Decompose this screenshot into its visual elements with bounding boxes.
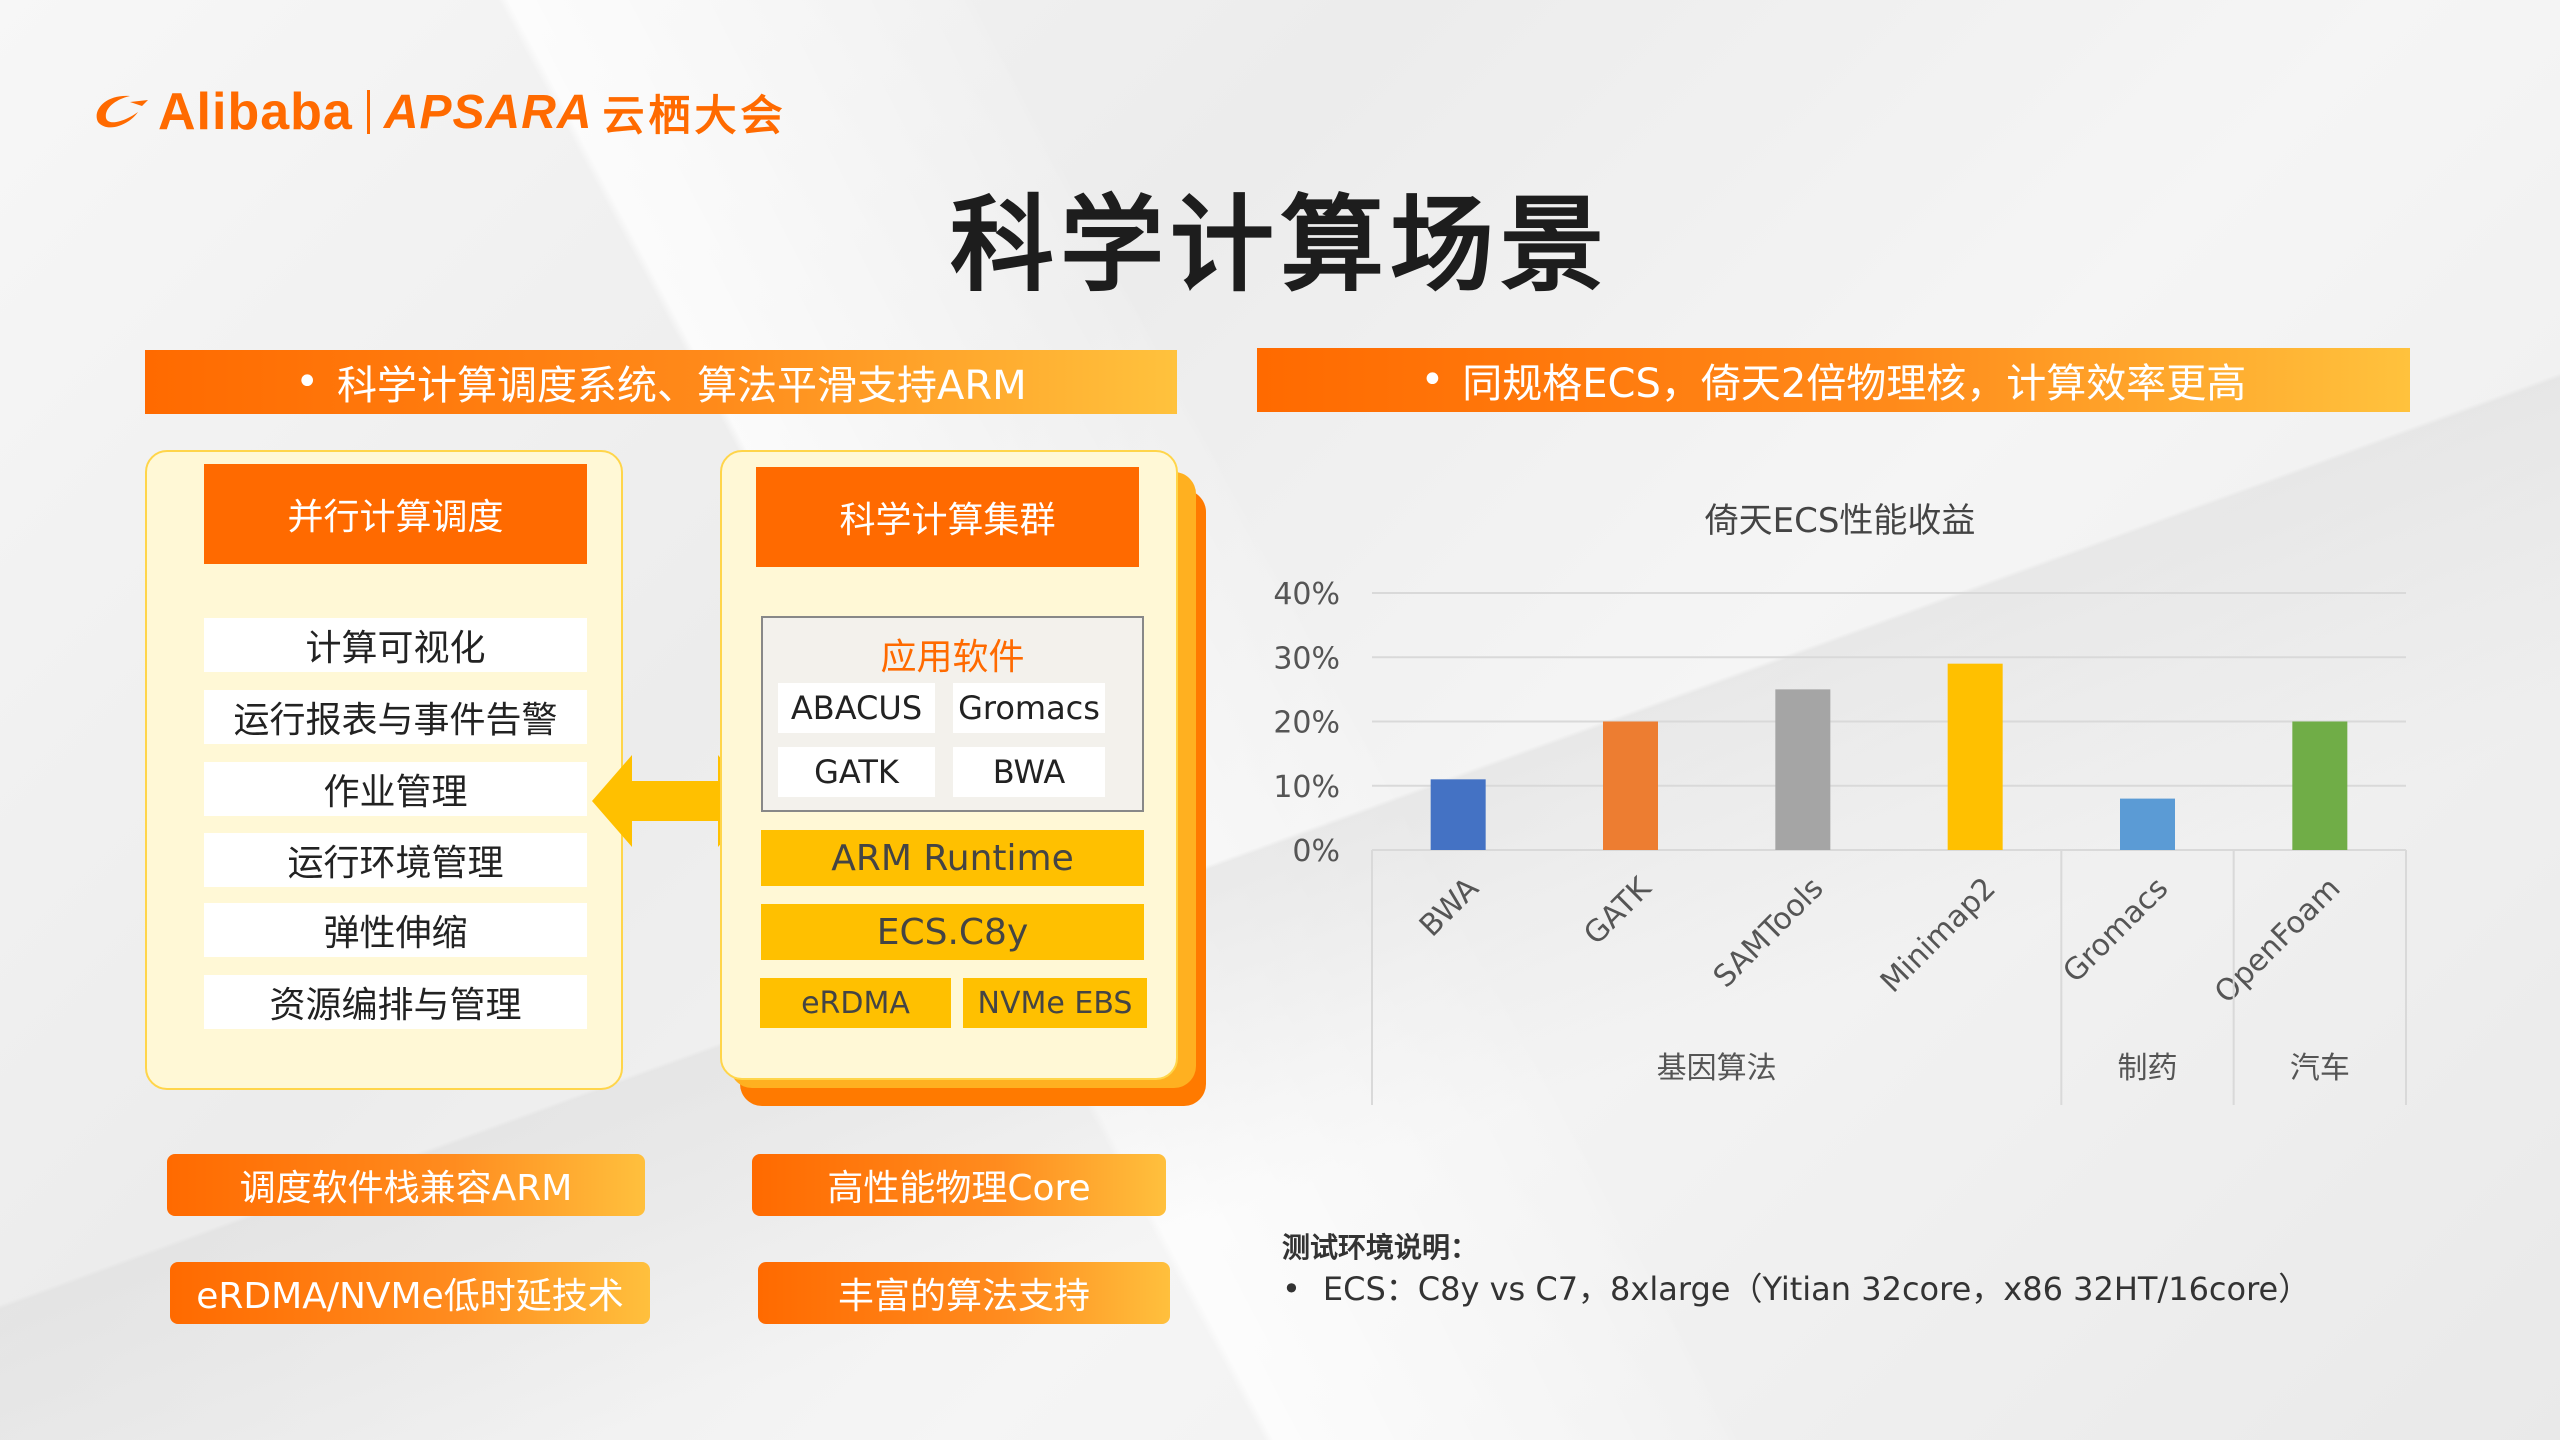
y-tick-label: 10% bbox=[1273, 770, 1340, 805]
test-env-title: 测试环境说明： bbox=[1282, 1231, 1479, 1264]
scheduler-item: 作业管理 bbox=[204, 762, 587, 816]
app-item: BWA bbox=[953, 747, 1105, 797]
cluster-header: 科学计算集群 bbox=[756, 467, 1139, 567]
event-logo: Alibaba APSARA 云栖大会 bbox=[90, 83, 787, 141]
yunqi-wordmark: 云栖大会 bbox=[602, 90, 787, 140]
feature-pill-arm-compat: 调度软件栈兼容ARM bbox=[167, 1154, 645, 1216]
alibaba-wordmark: Alibaba bbox=[158, 83, 353, 141]
group-label: 基因算法 bbox=[1657, 1051, 1777, 1086]
x-tick-label: SAMTools bbox=[1707, 871, 1831, 995]
chart-bar bbox=[2292, 721, 2348, 850]
app-item: Gromacs bbox=[953, 683, 1105, 733]
left-section-banner: • 科学计算调度系统、算法平滑支持ARM bbox=[145, 350, 1177, 414]
scheduler-item: 计算可视化 bbox=[204, 618, 587, 672]
y-tick-label: 20% bbox=[1273, 706, 1340, 741]
erdma-bar: eRDMA bbox=[760, 978, 951, 1028]
x-tick-label: OpenFoam bbox=[2208, 871, 2347, 1010]
performance-bar-chart: 倚天ECS性能收益 0% 10% 20% 30% 40% BWA GATK SAMTools Mi… bbox=[1273, 501, 2407, 1105]
y-tick-label: 0% bbox=[1292, 834, 1340, 869]
arm-runtime-bar: ARM Runtime bbox=[761, 830, 1144, 886]
chart-bar bbox=[1775, 689, 1831, 850]
y-tick-label: 40% bbox=[1273, 577, 1340, 612]
chart-bar bbox=[1603, 721, 1658, 850]
app-item: GATK bbox=[778, 747, 935, 797]
scheduler-item: 运行报表与事件告警 bbox=[204, 690, 587, 744]
x-tick-label: GATK bbox=[1577, 870, 1659, 952]
left-banner-text: 科学计算调度系统、算法平滑支持ARM bbox=[336, 363, 1027, 409]
chart-title: 倚天ECS性能收益 bbox=[1705, 501, 1976, 541]
feature-pill-algorithm-support: 丰富的算法支持 bbox=[758, 1262, 1170, 1324]
feature-pill-physical-core: 高性能物理Core bbox=[752, 1154, 1166, 1216]
chart-bar bbox=[2120, 798, 2175, 850]
chart-bar bbox=[1430, 779, 1486, 850]
application-software-title: 应用软件 bbox=[880, 637, 1025, 678]
scheduler-header: 并行计算调度 bbox=[204, 464, 587, 564]
right-banner-text: 同规格ECS，倚天2倍物理核，计算效率更高 bbox=[1462, 361, 2247, 407]
x-tick-label: BWA bbox=[1413, 871, 1486, 944]
scheduler-item: 弹性伸缩 bbox=[204, 903, 587, 957]
group-label: 汽车 bbox=[2290, 1051, 2350, 1086]
x-tick-label: Minimap2 bbox=[1874, 871, 2003, 1000]
test-env-text: ECS：C8y vs C7，8xlarge（Yitian 32core，x86 … bbox=[1322, 1270, 2311, 1308]
alibaba-logo-icon bbox=[96, 95, 148, 128]
group-label: 制药 bbox=[2118, 1051, 2178, 1086]
apsara-wordmark: APSARA bbox=[383, 85, 593, 139]
double-arrow-icon bbox=[592, 755, 758, 847]
scheduler-item: 资源编排与管理 bbox=[204, 975, 587, 1029]
bullet: • bbox=[1420, 357, 1445, 403]
bullet: • bbox=[1282, 1270, 1301, 1308]
app-item: ABACUS bbox=[778, 683, 935, 733]
chart-bar bbox=[1947, 663, 2003, 850]
ecs-instance-bar: ECS.C8y bbox=[761, 904, 1144, 960]
y-tick-label: 30% bbox=[1273, 641, 1340, 676]
page-title: 科学计算场景 bbox=[949, 184, 1610, 306]
x-tick-label: Gromacs bbox=[2056, 871, 2175, 990]
logo-divider bbox=[366, 90, 370, 134]
right-section-banner: • 同规格ECS，倚天2倍物理核，计算效率更高 bbox=[1257, 348, 2410, 412]
test-env-item: • ECS：C8y vs C7，8xlarge（Yitian 32core，x86… bbox=[1282, 1264, 2310, 1310]
bullet: • bbox=[295, 359, 319, 405]
scheduler-item: 运行环境管理 bbox=[204, 833, 587, 887]
nvme-ebs-bar: NVMe EBS bbox=[963, 978, 1147, 1028]
feature-pill-low-latency: eRDMA/NVMe低时延技术 bbox=[170, 1262, 650, 1324]
